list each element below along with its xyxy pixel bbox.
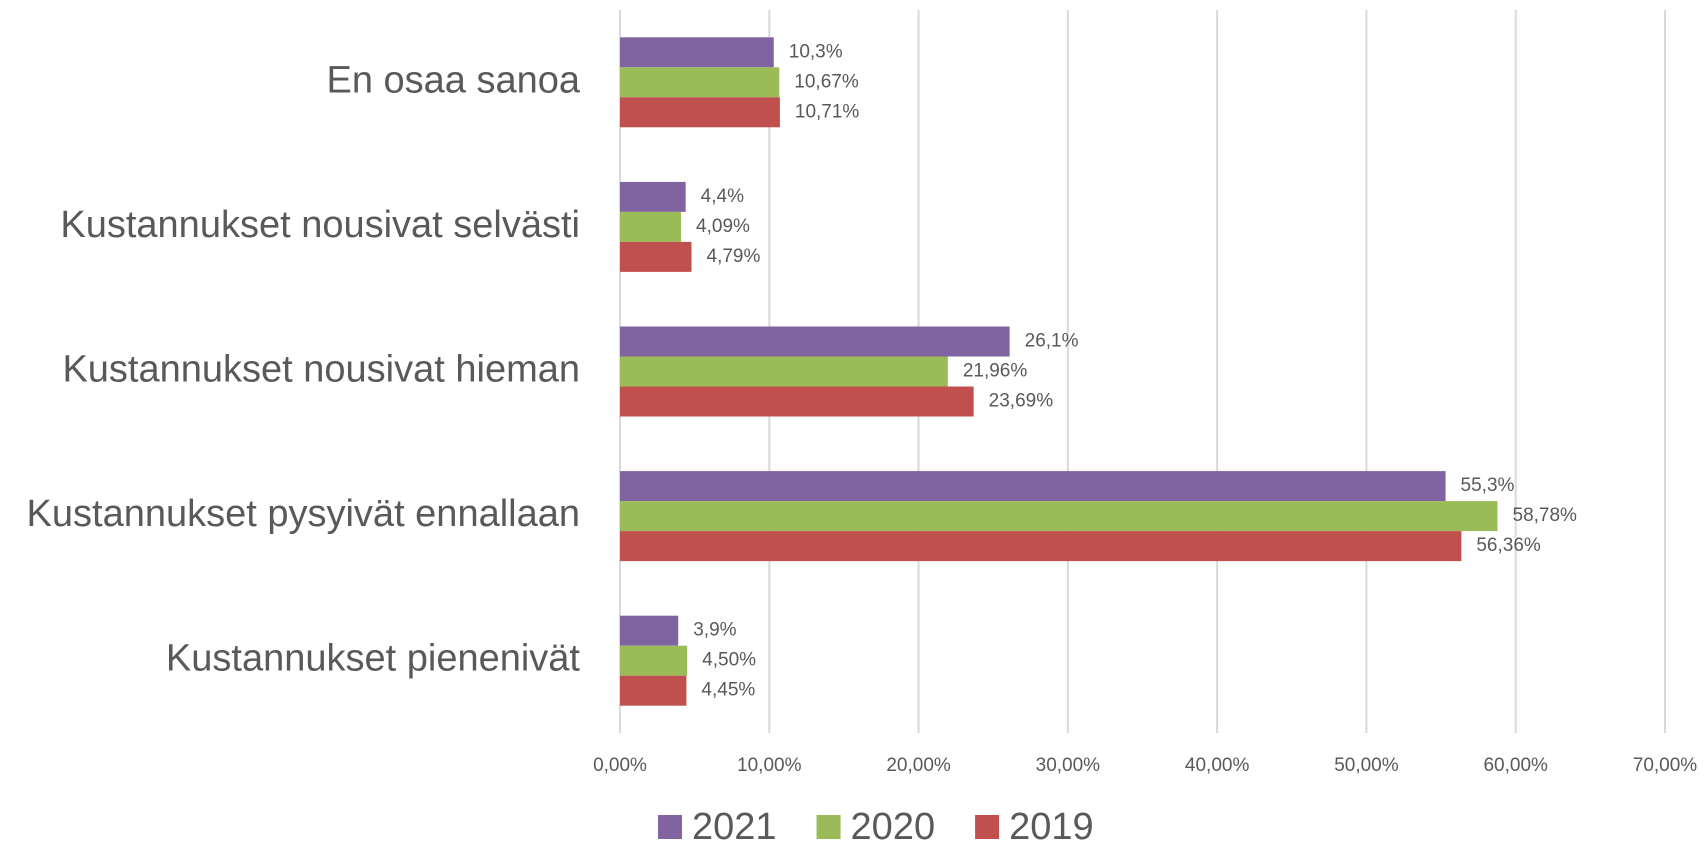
bar xyxy=(620,326,1010,357)
category-label: En osaa sanoa xyxy=(326,59,580,101)
x-tick-label: 70,00% xyxy=(1633,755,1698,776)
bar xyxy=(620,356,948,387)
bar xyxy=(620,97,780,128)
x-tick-label: 30,00% xyxy=(1036,755,1101,776)
bar xyxy=(620,211,682,242)
bar xyxy=(620,37,774,68)
value-label: 3,9% xyxy=(693,620,736,641)
legend-swatch xyxy=(975,815,1000,839)
value-label: 55,3% xyxy=(1461,475,1515,496)
category-label: Kustannukset pysyivät ennallaan xyxy=(27,493,580,535)
category-label: Kustannukset nousivat selvästi xyxy=(60,204,580,246)
value-label: 4,4% xyxy=(701,186,744,207)
legend-label: 2020 xyxy=(851,806,936,848)
bar xyxy=(620,471,1446,502)
value-label: 58,78% xyxy=(1513,505,1578,526)
value-label: 4,79% xyxy=(707,246,761,267)
bar xyxy=(620,241,692,272)
value-label: 23,69% xyxy=(989,391,1054,412)
legend-swatch xyxy=(816,815,841,839)
bar xyxy=(620,501,1498,532)
value-label: 4,50% xyxy=(702,650,756,671)
value-label: 56,36% xyxy=(1476,535,1541,556)
value-label: 10,71% xyxy=(795,101,860,122)
bar xyxy=(620,615,679,646)
value-label: 10,3% xyxy=(789,41,843,62)
value-label: 26,1% xyxy=(1025,331,1079,352)
x-tick-label: 0,00% xyxy=(593,755,647,776)
value-label: 4,45% xyxy=(701,680,755,701)
value-label: 4,09% xyxy=(696,216,750,237)
bar xyxy=(620,181,686,212)
x-tick-label: 40,00% xyxy=(1185,755,1250,776)
x-tick-label: 50,00% xyxy=(1334,755,1399,776)
value-label: 21,96% xyxy=(963,361,1028,382)
legend-label: 2021 xyxy=(692,806,777,848)
legend-label: 2019 xyxy=(1009,806,1094,848)
x-tick-label: 10,00% xyxy=(737,755,802,776)
bar xyxy=(620,675,687,706)
bar xyxy=(620,531,1462,562)
legend-swatch xyxy=(658,815,682,839)
x-tick-label: 60,00% xyxy=(1483,755,1548,776)
category-label: Kustannukset nousivat hieman xyxy=(62,349,580,391)
bar xyxy=(620,386,974,417)
bar xyxy=(620,645,688,676)
x-tick-label: 20,00% xyxy=(886,755,951,776)
value-label: 10,67% xyxy=(794,71,859,92)
bar xyxy=(620,67,780,98)
category-label: Kustannukset pienenivät xyxy=(166,638,581,680)
